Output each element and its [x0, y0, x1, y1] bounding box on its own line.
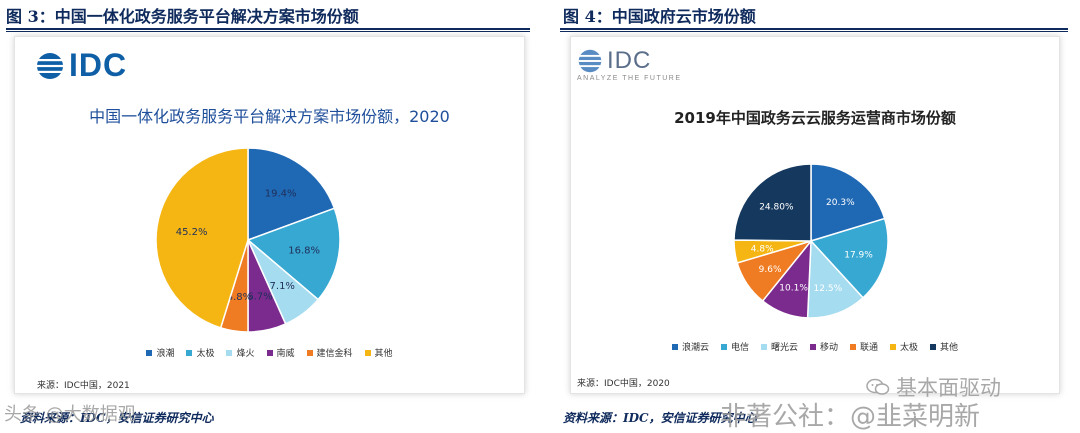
figure-3-heading: 图 3：中国一体化政务服务平台解决方案市场份额 [6, 7, 359, 26]
legend-item-南威: 南威 [266, 346, 295, 359]
figure-4-heading: 图 4：中国政府云市场份额 [563, 7, 756, 26]
figure-4-rule-thin [560, 31, 1068, 32]
pie-label-烽火: 7.1% [270, 281, 295, 292]
legend-swatch [266, 349, 273, 356]
legend-label: 烽火 [236, 349, 255, 359]
pie-label-浪潮: 19.4% [265, 189, 297, 200]
legend-swatch [186, 349, 193, 356]
pie-slice-其他 [733, 163, 812, 242]
pie-slice-曙光云 [806, 239, 865, 319]
watermark-right-top: 基本面驱动 [866, 372, 1001, 402]
legend-swatch [364, 349, 371, 356]
watermark-left: 头条 @大数据观 [4, 404, 136, 425]
legend-label: 太极 [196, 349, 215, 359]
legend-swatch [809, 343, 816, 350]
pie-label-其他: 24.80% [759, 202, 794, 212]
idc-logo-text: IDC [607, 47, 652, 74]
pie-label-曙光云: 12.5% [814, 284, 843, 294]
pie-chart-left: 19.4% 16.8% 7.1%6.7%4.8% 45.2% [155, 147, 341, 333]
legend-swatch [930, 343, 937, 350]
watermark-right-top-text: 基本面驱动 [896, 376, 1001, 400]
wechat-icon [866, 378, 890, 395]
legend-item-曙光云: 曙光云 [760, 340, 798, 353]
pie-label-南威: 6.7% [247, 291, 272, 302]
footnote-left: 资料来源：IDC，安信证券研究中心 [20, 411, 214, 425]
legend-swatch [890, 343, 897, 350]
legend-item-烽火: 烽火 [226, 346, 255, 359]
idc-globe-icon [37, 52, 63, 79]
legend-item-其他: 其他 [930, 340, 958, 353]
chart-panel-right: IDC ANALYZE THE FUTURE 2019年中国政务云云服务运营商市… [570, 36, 1060, 394]
legend-label: 移动 [819, 343, 838, 353]
legend-swatch [760, 343, 767, 350]
legend-swatch [720, 343, 727, 350]
chart-title-left: 中国一体化政务服务平台解决方案市场份额，2020 [89, 107, 450, 126]
pie-slice-其他 [155, 147, 249, 329]
idc-logo-right: IDC ANALYZE THE FUTURE [577, 47, 682, 82]
legend-swatch [306, 349, 313, 356]
figure-3-rule [6, 28, 530, 30]
idc-globe-icon [578, 49, 602, 73]
legend-item-移动: 移动 [809, 340, 838, 353]
legend-swatch [226, 349, 233, 356]
legend-item-建信金科: 建信金科 [306, 346, 353, 359]
legend-item-电信: 电信 [720, 340, 749, 353]
legend-left: 浪潮 太极 烽火 南威 建信金科 其他 [15, 346, 524, 359]
pie-slice-浪潮云 [810, 163, 886, 243]
legend-label: 曙光云 [770, 343, 798, 353]
pie-label-联通: 9.6% [759, 265, 782, 275]
legend-item-联通: 联通 [850, 340, 878, 353]
pie-label-移动: 10.1% [779, 284, 808, 294]
source-left: 来源：IDC中国，2021 [37, 381, 130, 391]
legend-item-其他: 其他 [364, 346, 393, 359]
legend-item-浪潮: 浪潮 [146, 346, 174, 359]
legend-item-浪潮云: 浪潮云 [671, 340, 709, 353]
pie-label-电信: 17.9% [844, 251, 873, 261]
pie-slice-电信 [809, 217, 889, 299]
idc-logo-text: IDC [69, 47, 128, 83]
legend-swatch [850, 343, 856, 350]
pie-label-太极: 16.8% [288, 245, 320, 256]
figure-4-rule [560, 28, 1068, 30]
footnote-right: 资料来源：IDC，安信证券研究中心 [563, 411, 757, 425]
legend-label: 建信金科 [316, 349, 353, 359]
idc-logo-left: IDC [35, 47, 127, 84]
legend-label: 浪潮云 [681, 343, 709, 353]
watermark-right-bottom: 非著公社：@韭菜明新 [720, 402, 981, 432]
chart-title-right: 2019年中国政务云云服务运营商市场份额 [674, 109, 956, 127]
legend-label: 联通 [860, 343, 879, 353]
legend-label: 其他 [940, 343, 959, 353]
legend-swatch [146, 349, 153, 356]
pie-slice-浪潮 [247, 147, 336, 242]
pie-slice-太极 [246, 207, 341, 301]
idc-tagline: ANALYZE THE FUTURE [577, 75, 682, 82]
legend-label: 浪潮 [156, 349, 175, 359]
legend-label: 南威 [276, 349, 295, 359]
legend-item-太极: 太极 [186, 346, 214, 359]
pie-label-其他: 45.2% [176, 227, 208, 238]
pie-label-太极: 4.8% [751, 244, 774, 254]
pie-label-浪潮云: 20.3% [826, 198, 855, 208]
legend-label: 其他 [374, 349, 393, 359]
legend-swatch [671, 343, 678, 350]
chart-panel-left: IDC 中国一体化政务服务平台解决方案市场份额，2020 19.4% 16.8% 7… [14, 36, 525, 394]
figure-3-rule-thin [6, 31, 530, 32]
legend-label: 太极 [900, 343, 919, 353]
pie-chart-right: 20.3% 17.9% 12.5% 10.1% 9.6% 4.8% 24.80% [733, 163, 889, 319]
pie-label-建信金科: 4.8% [227, 292, 252, 303]
legend-right: 浪潮云 电信 曙光云 移动 联通 太极 其他 [571, 340, 1059, 353]
legend-item-太极: 太极 [890, 340, 918, 353]
source-right: 来源：IDC中国，2020 [577, 379, 670, 389]
legend-label: 电信 [730, 343, 749, 353]
